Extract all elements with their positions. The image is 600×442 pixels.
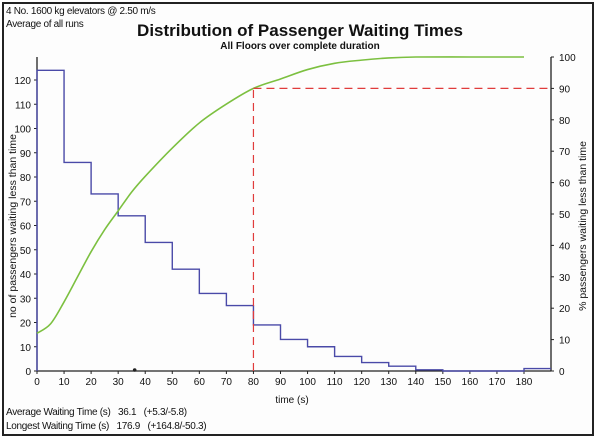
cumulative-point [469,56,471,58]
histogram-bin [172,269,199,371]
cumulative-point [103,229,105,231]
chart-subtitle: All Floors over complete duration [220,41,380,52]
y2-tick-label: 70 [559,147,571,158]
y2-tick-label: 90 [559,84,571,95]
histogram-bin [118,216,145,371]
x-tick-label: 110 [327,377,343,388]
cumulative-point [360,59,362,61]
y2-tick-label: 30 [559,273,571,284]
x-tick-label: 20 [86,377,98,388]
cumulative-point [306,68,308,70]
chart-title: Distribution of Passenger Waiting Times [137,21,463,40]
x-tick-label: 70 [221,377,233,388]
stat-label: Longest Waiting Time (s) [6,421,110,432]
cumulative-point [171,147,173,149]
chart-frame [2,2,594,436]
x-tick-label: 90 [275,377,287,388]
cumulative-point [144,175,146,177]
stat-row-average: Average Waiting Time (s) 36.1 (+5.3/-5.8… [6,407,187,418]
cumulative-point [49,323,51,325]
cumulative-point [76,276,78,278]
cumulative-point [198,122,200,124]
y-tick-label: 80 [20,173,32,184]
histogram-bin [145,242,172,371]
cumulative-point [415,56,417,58]
stat-range: (+164.8/-50.3) [147,421,207,432]
y-tick-label: 120 [14,76,31,87]
x-tick-label: 170 [489,377,506,388]
histogram-bin [199,293,226,371]
x-tick-label: 50 [167,377,179,388]
x-tick-label: 130 [380,377,397,388]
y-tick-label: 60 [20,222,32,233]
y2-tick-label: 80 [559,116,571,127]
histogram-bin [335,356,362,371]
y2-tick-label: 40 [559,241,571,252]
y-axis-label: no of passengers waiting less than time [7,134,19,318]
histogram-bin [389,366,416,371]
cumulative-point [388,57,390,59]
x-tick-label: 150 [434,377,451,388]
histogram-bin [37,70,64,371]
y2-tick-label: 10 [559,336,571,347]
x-tick-label: 60 [194,377,206,388]
y-tick-label: 40 [20,270,32,281]
y2-tick-label: 60 [559,179,571,190]
x-tick-label: 40 [140,377,152,388]
y-tick-label: 70 [20,197,32,208]
cumulative-point [333,62,335,64]
elevator-config-label: 4 No. 1600 kg elevators @ 2.50 m/s [6,6,156,17]
y2-tick-label: 100 [559,53,576,64]
histogram-bin [524,369,551,371]
runs-label: Average of all runs [6,19,84,30]
x-tick-label: 100 [299,377,316,388]
x-axis-label: time (s) [275,395,308,406]
average-wait-marker [132,368,137,372]
histogram-bin [362,363,389,371]
stat-value: 36.1 [117,407,137,418]
y2-tick-label: 20 [559,304,571,315]
y2-tick-label: 50 [559,210,571,221]
y-tick-label: 10 [20,343,32,354]
x-tick-label: 160 [462,377,479,388]
stat-row-longest: Longest Waiting Time (s) 176.9 (+164.8/-… [6,421,207,432]
y-tick-label: 20 [20,319,32,330]
stat-label: Average Waiting Time (s) [6,407,111,418]
cumulative-point [279,78,281,80]
stat-range: (+5.3/-5.8) [143,407,187,418]
cumulative-point [523,56,525,58]
cumulative-point [63,301,65,303]
cumulative-point [117,210,119,212]
x-tick-label: 140 [407,377,424,388]
histogram-bin [64,162,91,371]
cumulative-percent-line [36,56,524,334]
stat-value: 176.9 [116,421,140,432]
histogram-bin [226,306,253,371]
x-tick-label: 120 [353,377,370,388]
histogram-bin [281,339,308,371]
x-tick-label: 80 [248,377,260,388]
histogram-bin [91,194,118,371]
histogram-bin [416,370,443,371]
x-tick-label: 10 [58,377,70,388]
x-tick-label: 0 [34,377,40,388]
x-tick-label: 30 [113,377,125,388]
x-tick-label: 180 [516,377,533,388]
y-tick-label: 30 [20,294,32,305]
cumulative-point [130,191,132,193]
histogram-bin [253,325,280,371]
y-tick-label: 50 [20,246,32,257]
y-tick-label: 100 [14,125,31,136]
cumulative-point [90,250,92,252]
y2-axis-label: % passengers waiting less than time [577,141,589,311]
histogram-bin [308,347,335,371]
y2-tick-label: 0 [559,367,565,378]
y-tick-label: 0 [25,367,31,378]
cumulative-point [36,332,38,334]
cumulative-point [225,103,227,105]
y-tick-label: 110 [15,100,31,111]
y-tick-label: 90 [20,149,32,160]
